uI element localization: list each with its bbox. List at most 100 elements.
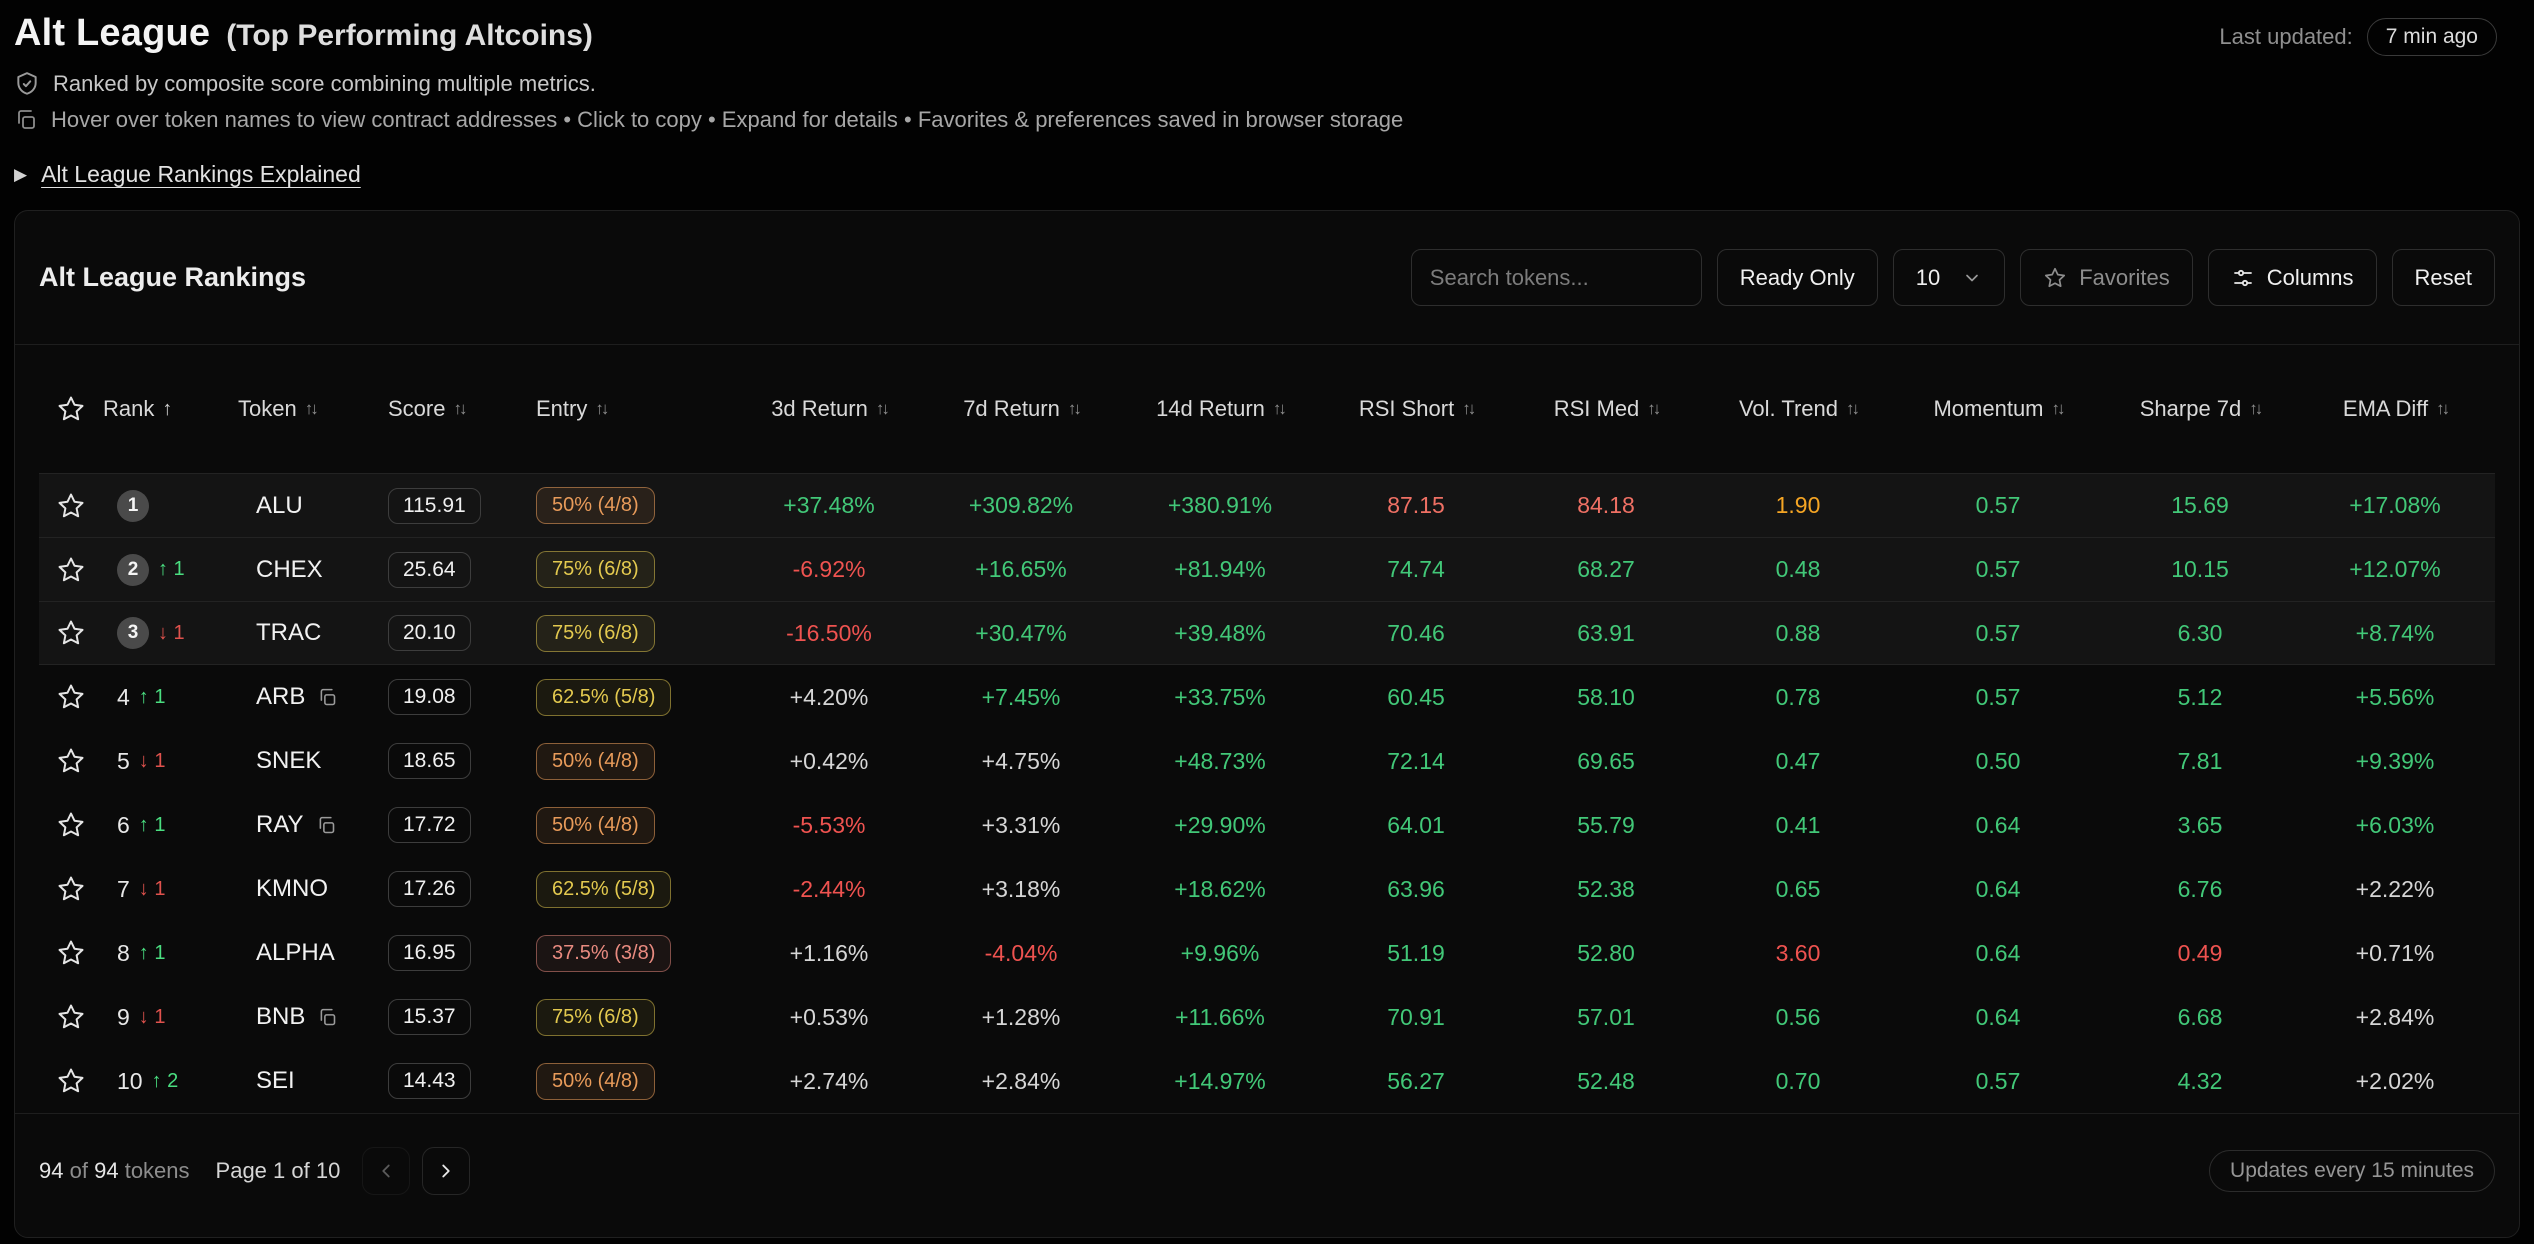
- return-7d-value: +4.75%: [981, 747, 1061, 774]
- entry-badge: 62.5% (5/8): [536, 870, 672, 908]
- rsi-med-value: 58.10: [1577, 683, 1635, 710]
- sharpe-7d-value: 15.69: [2171, 492, 2229, 518]
- rankings-card: Alt League Rankings Ready Only 10 Favori…: [14, 210, 2520, 1238]
- page-size-select[interactable]: 10: [1892, 249, 2006, 306]
- token-symbol[interactable]: ALPHA: [256, 939, 335, 966]
- column-header-return_3d[interactable]: 3d Return ↑↓: [736, 396, 922, 422]
- column-header-sharpe_7d[interactable]: Sharpe 7d ↑↓: [2100, 396, 2300, 422]
- favorite-star-button[interactable]: [39, 1066, 103, 1096]
- column-header-return_7d[interactable]: 7d Return ↑↓: [922, 396, 1120, 422]
- columns-button[interactable]: Columns: [2207, 249, 2377, 306]
- rank-badge: 3: [117, 617, 149, 649]
- favorite-star-button[interactable]: [39, 1002, 103, 1032]
- table-row[interactable]: 1 ALU 115.91 50% (4/8) +37.48% +309.82% +380.9…: [39, 473, 2495, 537]
- column-header-return_14d[interactable]: 14d Return ↑↓: [1120, 396, 1320, 422]
- score-pill: 18.65: [388, 743, 471, 779]
- token-symbol[interactable]: RAY: [256, 811, 304, 838]
- table-row[interactable]: 9 ↓ 1 BNB 15.37 75% (6/8) +0.53% +1.28% +11.66%…: [39, 985, 2495, 1049]
- token-symbol[interactable]: ARB: [256, 683, 306, 710]
- ready-only-button[interactable]: Ready Only: [1716, 249, 1878, 306]
- entry-cell: 75% (6/8): [536, 614, 736, 652]
- return-7d-value: +7.45%: [981, 683, 1061, 710]
- copy-address-icon[interactable]: [317, 1007, 338, 1028]
- return-14d-value: +29.90%: [1174, 811, 1266, 838]
- column-header-rsi_med[interactable]: RSI Med ↑↓: [1512, 396, 1700, 422]
- token-symbol[interactable]: BNB: [256, 1003, 306, 1030]
- sort-toggle-icon: ↑↓: [875, 399, 890, 418]
- favorite-cell: [39, 874, 103, 904]
- chevron-down-icon: [1962, 268, 1982, 288]
- token-cell[interactable]: SEI: [238, 1067, 388, 1095]
- search-input[interactable]: [1410, 249, 1702, 306]
- copy-address-icon[interactable]: [316, 815, 337, 836]
- table-row[interactable]: 10 ↑ 2 SEI 14.43 50% (4/8) +2.74% +2.84% +14.97…: [39, 1049, 2495, 1113]
- token-cell[interactable]: ALPHA: [238, 939, 388, 967]
- column-header-rank[interactable]: Rank ↑: [103, 396, 238, 422]
- column-header-favorite: [39, 394, 103, 424]
- vol-trend-value: 1.90: [1775, 492, 1821, 518]
- table-row[interactable]: 5 ↓ 1 SNEK 18.65 50% (4/8) +0.42% +4.75% +48.73…: [39, 729, 2495, 793]
- favorite-cell: [39, 618, 103, 648]
- column-header-score[interactable]: Score ↑↓: [388, 396, 536, 422]
- favorite-star-button[interactable]: [39, 682, 103, 712]
- token-symbol[interactable]: ALU: [256, 491, 303, 519]
- table-row[interactable]: 2 ↑ 1 CHEX 25.64 75% (6/8) -6.92% +16.65% +81.9…: [39, 537, 2495, 601]
- table-row[interactable]: 7 ↓ 1 KMNO 17.26 62.5% (5/8) -2.44% +3.18% +18.…: [39, 857, 2495, 921]
- column-header-momentum[interactable]: Momentum ↑↓: [1896, 396, 2100, 422]
- rsi-short-value: 56.27: [1387, 1067, 1445, 1094]
- entry-cell: 50% (4/8): [536, 487, 736, 524]
- sharpe-7d-value: 3.65: [2177, 811, 2223, 838]
- token-symbol[interactable]: KMNO: [256, 875, 328, 902]
- token-cell[interactable]: BNB: [238, 1003, 388, 1031]
- prev-page-button[interactable]: [362, 1146, 411, 1195]
- table-row[interactable]: 6 ↑ 1 RAY 17.72 50% (4/8) -5.53% +3.31% +29.90%…: [39, 793, 2495, 857]
- token-cell[interactable]: KMNO: [238, 875, 388, 903]
- token-cell[interactable]: ARB: [238, 683, 388, 711]
- favorite-star-button[interactable]: [39, 618, 103, 648]
- score-pill: 15.37: [388, 999, 471, 1035]
- token-symbol[interactable]: CHEX: [256, 555, 323, 583]
- column-header-token[interactable]: Token ↑↓: [238, 396, 388, 422]
- reset-button[interactable]: Reset: [2391, 249, 2495, 306]
- column-label: Token: [238, 396, 297, 421]
- favorites-filter-button[interactable]: Favorites: [2020, 249, 2193, 306]
- disclosure-triangle-icon: ▶: [14, 164, 28, 184]
- return-14d-value: +380.91%: [1167, 492, 1273, 518]
- sort-toggle-icon: ↑↓: [2051, 399, 2066, 418]
- token-cell[interactable]: TRAC: [238, 619, 388, 647]
- favorite-star-button[interactable]: [39, 555, 103, 585]
- rankings-explained-toggle[interactable]: ▶ Alt League Rankings Explained: [14, 161, 2520, 188]
- column-header-ema_diff[interactable]: EMA Diff ↑↓: [2300, 396, 2490, 422]
- favorite-star-button[interactable]: [39, 810, 103, 840]
- return-7d-value: +16.65%: [975, 556, 1067, 582]
- update-frequency-badge: Updates every 15 minutes: [2209, 1149, 2495, 1192]
- sharpe-7d-value: 5.12: [2177, 683, 2223, 710]
- token-cell[interactable]: RAY: [238, 811, 388, 839]
- return-3d-value: +2.74%: [789, 1067, 869, 1094]
- toolbar: Ready Only 10 Favorites: [1410, 249, 2495, 306]
- column-header-rsi_short[interactable]: RSI Short ↑↓: [1320, 396, 1512, 422]
- score-cell: 16.95: [388, 935, 536, 971]
- table-row[interactable]: 4 ↑ 1 ARB 19.08 62.5% (5/8) +4.20% +7.45% +33.7…: [39, 665, 2495, 729]
- column-label: 7d Return: [963, 396, 1060, 421]
- table-row[interactable]: 3 ↓ 1 TRAC 20.10 75% (6/8) -16.50% +30.47% +39.…: [39, 601, 2495, 665]
- next-page-button[interactable]: [422, 1146, 471, 1195]
- favorite-star-button[interactable]: [39, 874, 103, 904]
- favorite-star-button[interactable]: [39, 491, 103, 521]
- token-symbol[interactable]: SEI: [256, 1067, 295, 1094]
- entry-badge: 37.5% (3/8): [536, 934, 672, 972]
- token-cell[interactable]: SNEK: [238, 747, 388, 775]
- rankings-table: Rank ↑ Token ↑↓ Score ↑↓ Entry ↑↓ 3d Return ↑↓ 7d …: [15, 345, 2519, 1113]
- favorite-star-button[interactable]: [39, 746, 103, 776]
- token-symbol[interactable]: SNEK: [256, 747, 322, 774]
- info-primary-text: Ranked by composite score combining mult…: [53, 71, 596, 96]
- column-label: Score: [388, 396, 446, 421]
- token-cell[interactable]: CHEX: [238, 556, 388, 584]
- column-header-vol_trend[interactable]: Vol. Trend ↑↓: [1700, 396, 1896, 422]
- column-header-entry[interactable]: Entry ↑↓: [536, 396, 736, 422]
- favorite-star-button[interactable]: [39, 938, 103, 968]
- table-row[interactable]: 8 ↑ 1 ALPHA 16.95 37.5% (3/8) +1.16% -4.04% +9.…: [39, 921, 2495, 985]
- copy-address-icon[interactable]: [317, 687, 338, 708]
- token-symbol[interactable]: TRAC: [256, 619, 322, 646]
- token-cell[interactable]: ALU: [238, 492, 388, 520]
